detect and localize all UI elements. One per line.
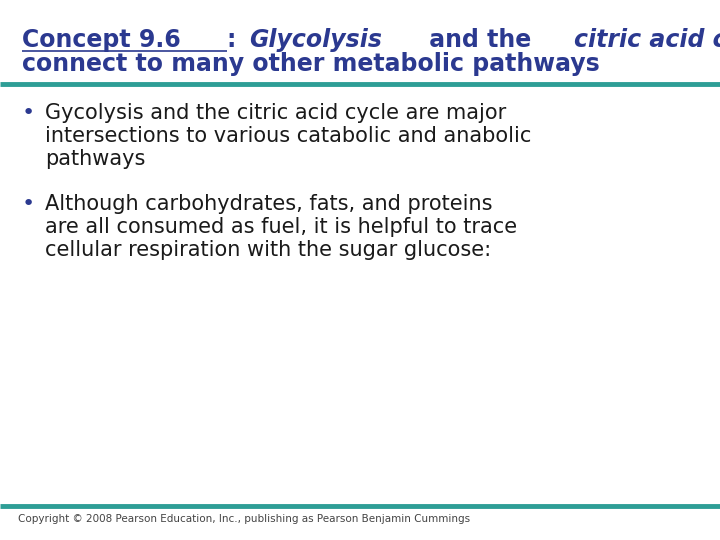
Text: Although carbohydrates, fats, and proteins: Although carbohydrates, fats, and protei… [45,194,492,214]
Text: :: : [227,28,245,52]
Text: •: • [22,194,35,214]
Text: Glycolysis: Glycolysis [250,28,382,52]
Text: pathways: pathways [45,149,145,169]
Text: citric acid cycle: citric acid cycle [574,28,720,52]
Text: cellular respiration with the sugar glucose:: cellular respiration with the sugar gluc… [45,240,491,260]
Text: intersections to various catabolic and anabolic: intersections to various catabolic and a… [45,126,531,146]
Text: and the: and the [421,28,540,52]
Text: are all consumed as fuel, it is helpful to trace: are all consumed as fuel, it is helpful … [45,217,517,237]
Text: Gycolysis and the citric acid cycle are major: Gycolysis and the citric acid cycle are … [45,103,506,123]
Text: •: • [22,103,35,123]
Text: connect to many other metabolic pathways: connect to many other metabolic pathways [22,52,600,76]
Text: Concept 9.6: Concept 9.6 [22,28,181,52]
Text: Copyright © 2008 Pearson Education, Inc., publishing as Pearson Benjamin Cumming: Copyright © 2008 Pearson Education, Inc.… [18,514,470,524]
